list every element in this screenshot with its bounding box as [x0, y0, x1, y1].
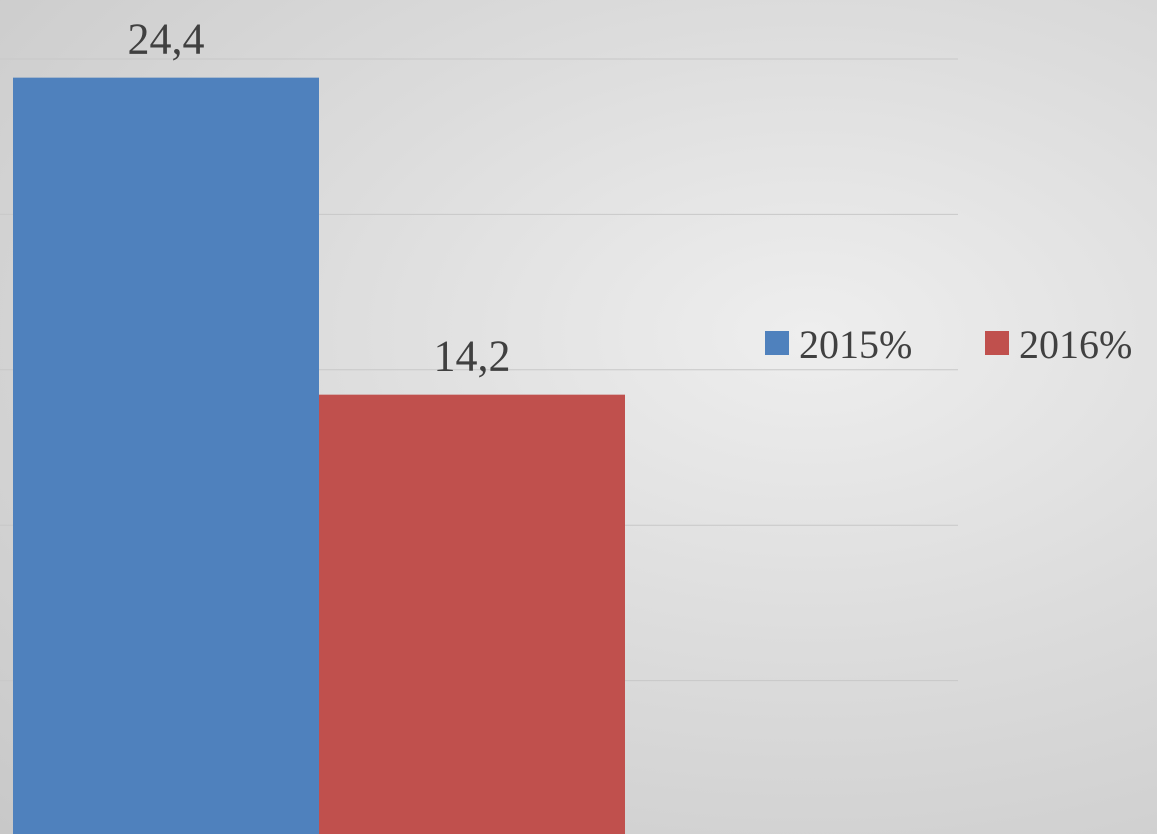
legend-label: 2016%	[1019, 322, 1132, 367]
value-label: 24,4	[128, 15, 205, 64]
bar	[13, 78, 319, 834]
value-label: 14,2	[434, 332, 511, 381]
legend-swatch	[765, 331, 789, 355]
bar	[319, 395, 625, 834]
page: 24,414,22015%2016% (() => { const data =…	[0, 0, 1157, 834]
legend-label: 2015%	[799, 322, 912, 367]
legend-swatch	[985, 331, 1009, 355]
chart: 24,4 14,2 2015% 2016%	[0, 0, 1157, 834]
